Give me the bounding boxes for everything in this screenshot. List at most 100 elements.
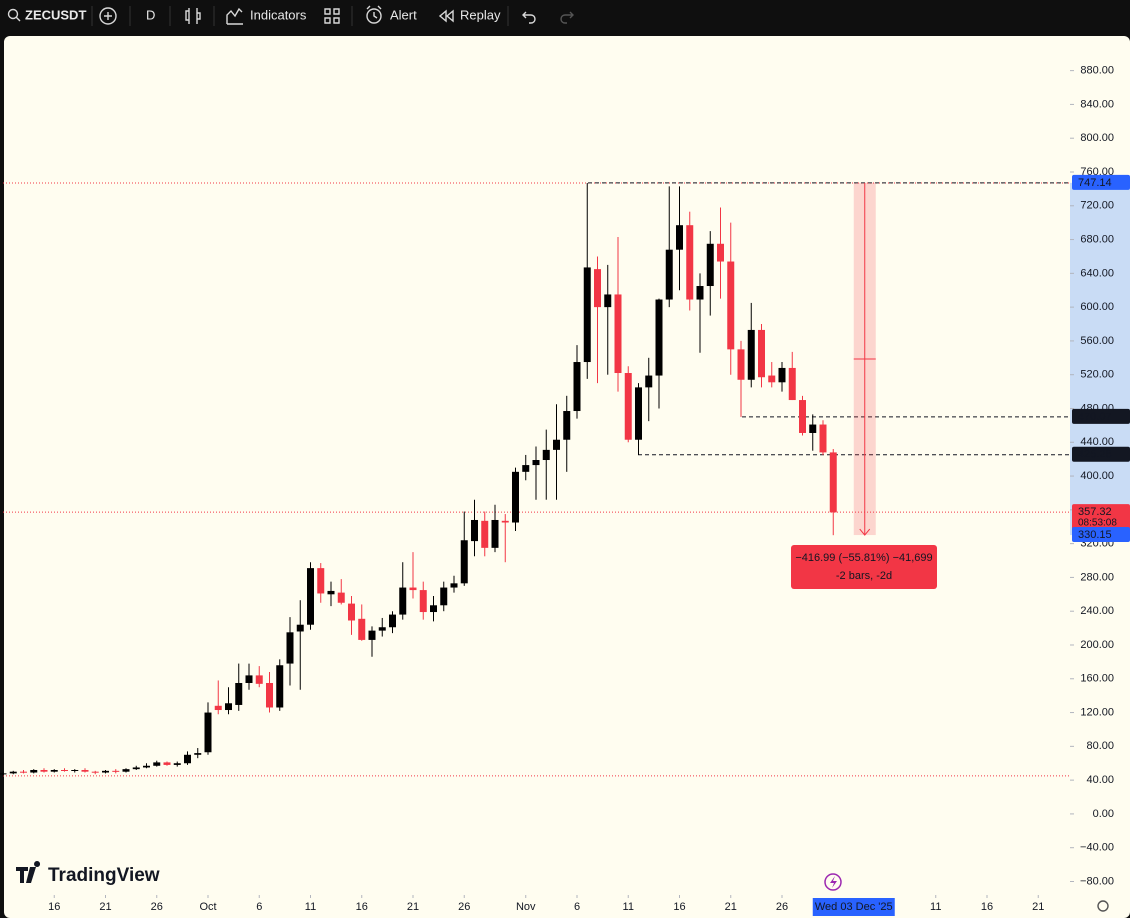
candle-body <box>799 400 806 433</box>
measure-to-label-box <box>1072 527 1130 543</box>
undo-icon[interactable] <box>522 11 536 24</box>
candle-body <box>460 540 468 584</box>
last-price-label: 357.32 <box>1078 506 1112 518</box>
settings-icon[interactable] <box>1097 900 1109 912</box>
candle-body <box>706 243 714 287</box>
measure-arrow <box>859 528 871 536</box>
candle-body <box>655 299 663 376</box>
chart-panel <box>4 36 1130 918</box>
candle-body <box>266 682 273 708</box>
y-tick-label: 840.00 <box>1080 98 1114 110</box>
indicators-icon[interactable] <box>226 7 243 25</box>
level-label: 425.28 <box>1078 449 1112 461</box>
candle-body <box>173 763 181 765</box>
y-tick-label: 560.00 <box>1080 335 1114 347</box>
redo-icon[interactable] <box>560 11 574 24</box>
candle-body <box>819 424 827 453</box>
chart-type-icon[interactable] <box>185 8 201 24</box>
x-tick-label: 21 <box>99 901 111 913</box>
candle-body <box>788 367 796 401</box>
candle-body <box>276 665 284 708</box>
candle-body <box>143 765 150 768</box>
candle-body <box>91 771 99 773</box>
candle-body <box>286 632 294 664</box>
symbol[interactable]: ZECUSDT <box>25 7 86 22</box>
candle-body <box>512 471 519 523</box>
y-tick-label: 880.00 <box>1080 65 1114 77</box>
candle-body <box>563 411 571 440</box>
candle-body <box>317 568 325 594</box>
y-tick-label: 640.00 <box>1080 267 1114 279</box>
x-tick-label: 11 <box>305 901 316 913</box>
compare-icon[interactable] <box>99 7 117 25</box>
candle-body <box>778 367 786 383</box>
y-tick-label: 160.00 <box>1080 673 1114 685</box>
candle-body <box>184 754 191 764</box>
candle-body <box>81 769 89 772</box>
candle-body <box>491 519 499 548</box>
x-tick-label: 16 <box>356 901 368 913</box>
watermark: TradingView <box>16 861 160 886</box>
interval[interactable]: D <box>146 7 155 22</box>
candle-body <box>132 767 140 770</box>
candle-body <box>194 753 202 755</box>
event-icon[interactable] <box>824 873 842 891</box>
candle-body <box>676 225 683 250</box>
candle-body <box>235 682 243 705</box>
candle-body <box>450 583 458 588</box>
candle-body <box>471 519 478 542</box>
candle-body <box>768 375 776 383</box>
search-icon[interactable] <box>7 8 19 20</box>
replay-button[interactable]: Replay <box>460 7 501 22</box>
candle-body <box>307 568 314 625</box>
candle-body <box>532 460 540 466</box>
measure-from-label-box <box>1072 174 1130 190</box>
candle-body <box>358 618 366 640</box>
y-tick-label: −80.00 <box>1080 875 1114 887</box>
x-tick-label: 6 <box>574 901 580 913</box>
candle-body <box>665 249 673 300</box>
x-tick-label: 11 <box>930 901 941 913</box>
layouts-icon[interactable] <box>324 8 340 24</box>
x-tick-label: 16 <box>673 901 685 913</box>
candle-body <box>327 590 335 595</box>
candle-body <box>501 520 509 523</box>
candle-body <box>163 762 171 765</box>
measure-text: −416.99 (−55.81%) −41,699 <box>795 552 932 564</box>
indicators-button[interactable]: Indicators <box>250 7 307 22</box>
candle-body <box>225 703 232 711</box>
alert-button[interactable]: Alert <box>390 7 417 22</box>
candle-body <box>0 773 7 775</box>
logo <box>16 861 41 883</box>
x-tick-label: 16 <box>981 901 993 913</box>
y-tick-label: 40.00 <box>1086 774 1114 786</box>
candle-body <box>337 592 345 603</box>
candle-body <box>553 439 560 450</box>
candle-body <box>348 603 355 621</box>
candle-body <box>50 769 58 772</box>
y-tick-label: 720.00 <box>1080 200 1114 212</box>
candle-body <box>696 286 704 300</box>
candle-body <box>809 424 817 433</box>
candle-body <box>214 705 222 711</box>
last-price-label-box <box>1072 504 1130 531</box>
level-label-box <box>1072 408 1130 424</box>
y-tick-label: 600.00 <box>1080 301 1114 313</box>
candle-body <box>40 769 48 772</box>
alert-icon[interactable] <box>366 8 382 24</box>
candle-body <box>604 294 612 308</box>
crosshair-date-box <box>812 898 895 916</box>
candle-body <box>522 465 530 472</box>
measure-from-label: 747.14 <box>1078 177 1112 189</box>
candle-body <box>419 590 427 613</box>
y-tick-label: 0.00 <box>1093 808 1114 820</box>
watermark-text: TradingView <box>48 865 160 886</box>
candle-body <box>686 225 694 300</box>
candle-body <box>747 329 755 380</box>
candle-body <box>389 614 396 628</box>
y-tick-label: 800.00 <box>1080 132 1114 144</box>
x-tick-label: 21 <box>725 901 737 913</box>
x-tick-label: 26 <box>776 901 788 913</box>
replay-icon[interactable] <box>438 9 454 23</box>
